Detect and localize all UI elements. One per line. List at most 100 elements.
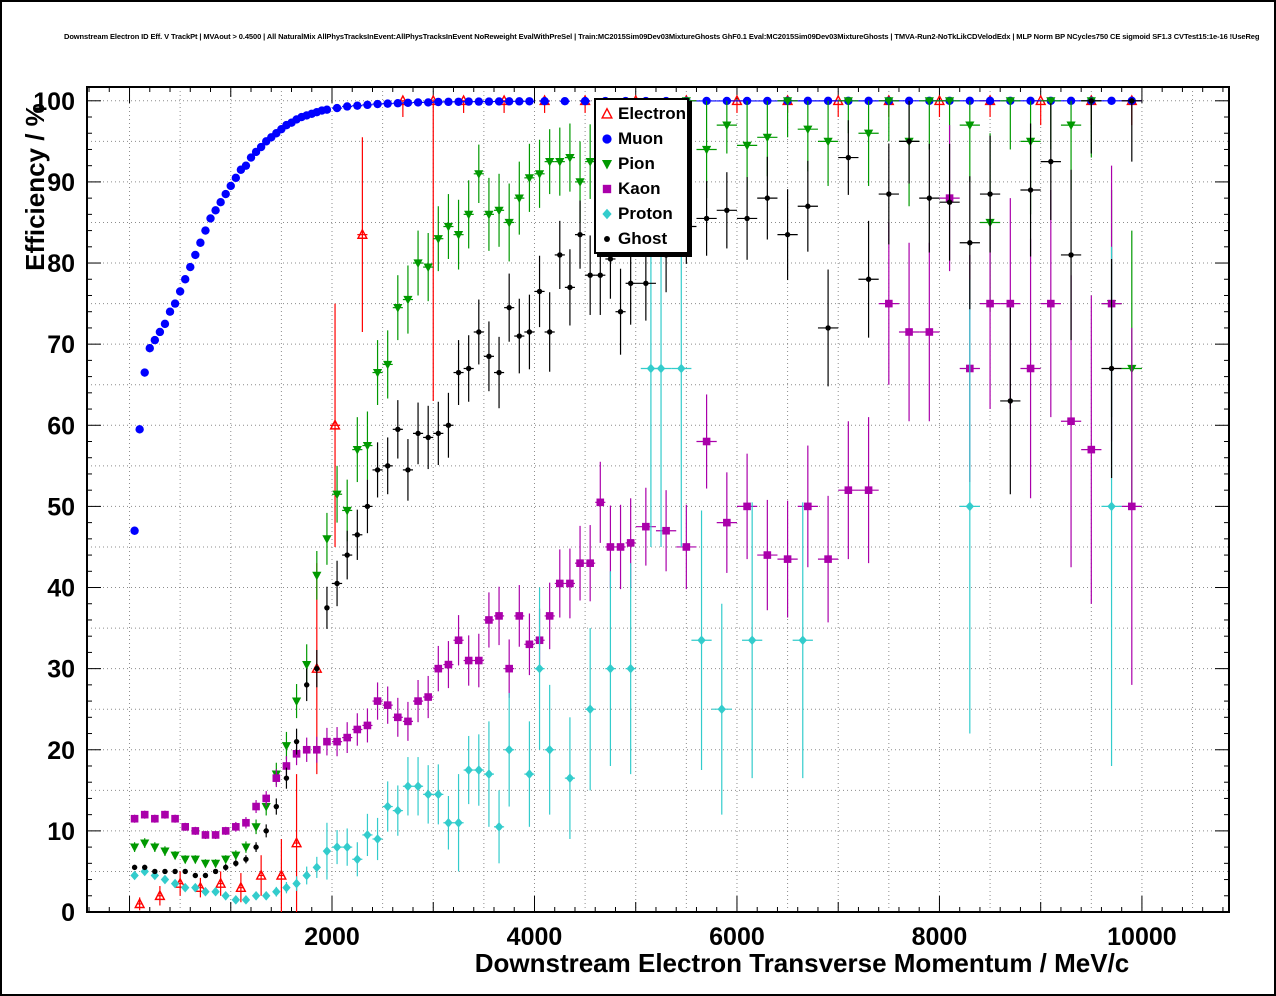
marker-square: [394, 713, 402, 722]
marker-square: [161, 810, 169, 819]
marker-dot: [805, 203, 811, 209]
marker-circle: [206, 214, 215, 223]
marker-diamond: [697, 635, 706, 646]
marker-down-triangle: [863, 129, 874, 139]
marker-dot: [253, 844, 259, 850]
x-tick-label: 8000: [912, 923, 968, 951]
marker-diamond: [535, 663, 544, 674]
y-tick-label: 0: [61, 899, 75, 927]
marker-dot: [384, 463, 391, 469]
marker-diamond: [322, 846, 332, 856]
marker-dot: [303, 682, 310, 688]
marker-square: [824, 555, 832, 563]
marker-dot: [1048, 158, 1054, 165]
marker-down-triangle: [601, 159, 613, 169]
marker-circle: [186, 262, 195, 272]
series-pion: [129, 97, 1142, 869]
marker-diamond: [494, 822, 504, 832]
marker-dot: [344, 552, 350, 558]
marker-down-triangle: [575, 178, 585, 187]
marker-dot: [212, 868, 219, 875]
marker-square: [232, 823, 240, 831]
marker-circle: [373, 99, 382, 109]
marker-circle: [403, 98, 413, 108]
marker-dot: [415, 430, 421, 437]
marker-dot: [202, 872, 209, 879]
marker-square: [723, 518, 731, 527]
marker-dot: [314, 665, 320, 672]
y-tick-label: 30: [47, 656, 75, 684]
marker-diamond: [160, 874, 170, 885]
marker-dot: [536, 288, 543, 295]
marker-down-triangle: [823, 137, 833, 147]
proton-marker-icon: [602, 208, 612, 219]
marker-down-triangle: [843, 97, 853, 106]
marker-circle: [231, 173, 241, 183]
marker-square: [626, 539, 635, 547]
marker-diamond: [798, 635, 807, 646]
marker-dot: [445, 422, 452, 428]
marker-open-triangle: [275, 869, 287, 880]
marker-diamond: [525, 769, 534, 779]
marker-dot: [1068, 252, 1074, 258]
plot-title: Downstream Electron ID Eff. V TrackPt | …: [64, 32, 1260, 41]
marker-dot: [724, 207, 730, 214]
legend-label: Ghost: [618, 229, 668, 248]
marker-diamond: [211, 886, 220, 897]
marker-diamond: [302, 870, 311, 881]
marker-down-triangle: [362, 441, 373, 451]
marker-down-triangle: [241, 843, 251, 853]
marker-square: [353, 725, 362, 734]
marker-square: [682, 543, 691, 551]
marker-circle: [135, 425, 144, 434]
marker-dot: [577, 231, 583, 238]
marker-dot: [744, 215, 750, 222]
marker-dot: [627, 280, 634, 287]
marker-dot: [192, 872, 199, 879]
marker-down-triangle: [352, 446, 362, 455]
marker-dot: [607, 256, 614, 262]
marker-square: [1067, 417, 1075, 426]
marker-square: [662, 526, 670, 535]
marker-circle: [241, 161, 251, 170]
marker-square: [373, 697, 382, 705]
legend-label: Electron: [618, 104, 687, 123]
marker-circle: [444, 97, 453, 107]
marker-square: [864, 486, 873, 494]
marker-diamond: [626, 663, 635, 674]
marker-square: [885, 299, 893, 308]
marker-dot: [131, 864, 138, 871]
marker-diamond: [444, 817, 453, 828]
marker-square: [986, 299, 994, 308]
marker-open-triangle: [255, 869, 267, 880]
marker-circle: [201, 226, 210, 235]
marker-down-triangle: [393, 304, 403, 313]
marker-square: [434, 664, 443, 673]
marker-diamond: [383, 801, 392, 812]
marker-down-triangle: [453, 231, 464, 240]
marker-square: [844, 486, 853, 494]
marker-square: [555, 579, 564, 588]
marker-down-triangle: [722, 121, 732, 131]
marker-dot: [1108, 365, 1115, 372]
marker-diamond: [181, 882, 190, 893]
marker-diamond: [602, 208, 612, 219]
marker-down-triangle: [433, 235, 443, 244]
marker-dot: [455, 369, 462, 376]
marker-square: [763, 551, 772, 559]
marker-circle: [322, 105, 332, 114]
marker-dot: [886, 191, 892, 197]
marker-square: [525, 640, 534, 649]
marker-down-triangle: [1005, 97, 1015, 106]
marker-dot: [374, 467, 381, 473]
marker-dot: [162, 868, 168, 875]
marker-dot: [486, 353, 492, 360]
marker-down-triangle: [944, 97, 955, 106]
marker-down-triangle: [545, 158, 555, 167]
marker-circle: [383, 99, 392, 108]
marker-dot: [1027, 187, 1034, 193]
marker-dot: [643, 280, 649, 287]
marker-square: [130, 814, 139, 823]
marker-square: [743, 502, 751, 511]
marker-square: [606, 543, 615, 551]
